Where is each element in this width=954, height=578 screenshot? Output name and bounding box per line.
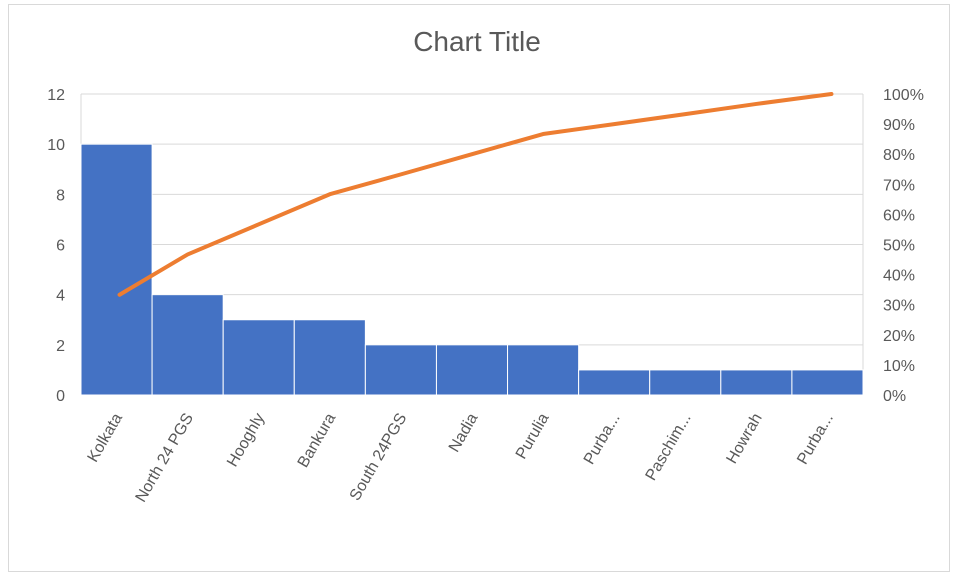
right-tick-label: 70% <box>883 177 915 194</box>
left-tick-label: 12 <box>47 87 65 104</box>
category-label: South 24PGS <box>347 411 411 504</box>
right-tick-label: 10% <box>883 358 915 375</box>
right-tick-label: 90% <box>883 117 915 134</box>
category-label: Bankura <box>295 410 340 470</box>
right-tick-label: 60% <box>883 207 915 224</box>
cumulative-line-series <box>117 92 834 297</box>
bar <box>578 369 651 396</box>
bar <box>720 369 793 396</box>
x-axis: Kolkata North 24 PGS Hooghly Bankura South 2… <box>85 410 837 505</box>
bar <box>80 143 153 396</box>
left-tick-label: 10 <box>47 137 65 154</box>
category-label: Purba... <box>581 411 624 468</box>
right-tick-label: 80% <box>883 147 915 164</box>
bar-series <box>80 143 864 396</box>
left-tick-label: 6 <box>56 238 65 255</box>
category-label: Paschim... <box>643 411 695 484</box>
right-tick-label: 40% <box>883 268 915 285</box>
left-tick-label: 8 <box>56 187 65 204</box>
left-tick-label: 0 <box>56 388 65 405</box>
chart-title: Chart Title <box>413 26 541 57</box>
bar <box>364 344 437 396</box>
bar <box>435 344 509 396</box>
right-tick-label: 50% <box>883 238 915 255</box>
left-y-axis: 0 2 4 6 8 10 12 <box>47 87 65 405</box>
left-tick-label: 2 <box>56 338 65 355</box>
category-label: Nadia <box>446 410 482 455</box>
category-label: Howrah <box>724 411 766 467</box>
category-label: Kolkata <box>85 410 126 465</box>
right-tick-label: 30% <box>883 298 915 315</box>
right-tick-label: 20% <box>883 328 915 345</box>
bar <box>507 344 580 396</box>
bar <box>649 369 722 396</box>
category-label: Purulia <box>513 410 553 462</box>
bar <box>791 369 864 396</box>
category-label: Purba... <box>794 411 837 468</box>
right-tick-label: 0% <box>883 388 906 405</box>
category-label: Hooghly <box>224 411 268 470</box>
left-tick-label: 4 <box>56 288 65 305</box>
bar <box>222 319 295 396</box>
bar <box>293 319 366 396</box>
right-y-axis: 0% 10% 20% 30% 40% 50% 60% 70% 80% 90% 100% <box>883 87 924 405</box>
right-tick-label: 100% <box>883 87 924 104</box>
category-label: North 24 PGS <box>133 411 198 506</box>
bar <box>151 294 224 396</box>
